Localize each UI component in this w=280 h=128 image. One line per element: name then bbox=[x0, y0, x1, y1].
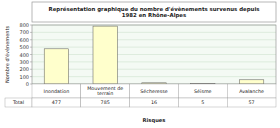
table-cell bbox=[178, 84, 227, 98]
y-axis-label: Nombre d'évènements bbox=[4, 26, 10, 83]
table-cell bbox=[130, 84, 179, 98]
grid-line bbox=[32, 32, 276, 33]
table: Inondation Mouvement deterrain Sécheresse S… bbox=[5, 84, 276, 107]
title-box bbox=[32, 2, 276, 22]
category-label: Séisme bbox=[194, 89, 212, 94]
tick-label: 700 bbox=[19, 29, 29, 35]
chart-container: Représentation graphique du nombre d'évè… bbox=[0, 0, 280, 128]
title: Représentation graphique du nombre d'évè… bbox=[49, 6, 260, 19]
table-cell bbox=[178, 98, 227, 107]
tick-label: 500 bbox=[19, 44, 29, 50]
table-cell bbox=[32, 98, 81, 107]
tick-label: 800 bbox=[19, 22, 29, 28]
category-label: Mouvement deterrain bbox=[87, 86, 123, 96]
data-label: 16 bbox=[151, 100, 157, 105]
tick-label: 0 bbox=[26, 81, 29, 87]
table-cell bbox=[81, 84, 130, 98]
plot-background bbox=[32, 25, 276, 84]
grid-line bbox=[32, 47, 276, 48]
category-label: Sécheresse bbox=[140, 89, 167, 94]
tick-label: 200 bbox=[19, 66, 29, 72]
bar bbox=[239, 80, 263, 84]
bar bbox=[93, 26, 117, 84]
tick-label: 100 bbox=[19, 74, 29, 80]
table-cell bbox=[227, 98, 276, 107]
bar bbox=[44, 49, 68, 84]
y-axis: 0100 200300400 500600 700800 bbox=[19, 22, 276, 87]
chart: Représentation graphique du nombre d'évè… bbox=[0, 0, 280, 128]
tick-label: 600 bbox=[19, 37, 29, 43]
table-cell bbox=[81, 98, 130, 107]
table-cell bbox=[5, 98, 32, 107]
data-label: 477 bbox=[52, 100, 61, 105]
data-label: 785 bbox=[101, 100, 110, 105]
category-label: Avalanche bbox=[239, 89, 264, 94]
table-cell bbox=[130, 98, 179, 107]
table-cell bbox=[227, 84, 276, 98]
bars bbox=[44, 26, 264, 84]
x-axis-label: Risques bbox=[143, 117, 166, 124]
data-label: 57 bbox=[249, 100, 255, 105]
table-row-label: Total bbox=[12, 100, 24, 105]
plot-frame bbox=[32, 25, 276, 84]
tick-label: 400 bbox=[19, 52, 29, 58]
grid-line bbox=[32, 39, 276, 40]
category-label: Inondation bbox=[44, 89, 70, 94]
table-cell bbox=[32, 84, 81, 98]
data-label: 5 bbox=[201, 100, 204, 105]
tick-label: 300 bbox=[19, 59, 29, 65]
